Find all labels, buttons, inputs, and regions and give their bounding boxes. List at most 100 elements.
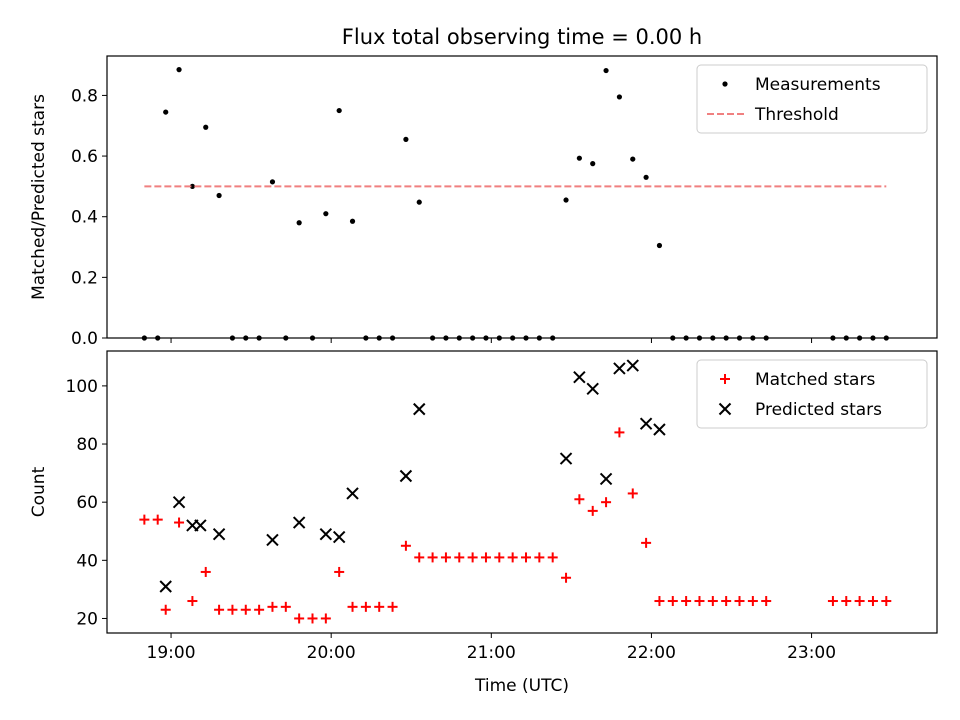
matched-star-point [561,572,572,583]
y-tick-label: 0.4 [71,208,98,228]
predicted-star-point [159,580,172,593]
axes-frame-0 [106,55,938,339]
matched-star-point [587,505,598,516]
predicted-star-point-b [319,527,333,541]
matched-star-point [454,552,465,563]
measurement-point [630,156,636,162]
matched-star-point [881,596,892,607]
legend-box [696,359,928,429]
predicted-star-point-b [586,382,599,396]
predicted-star-point-b [573,370,586,384]
matched-star-point [867,596,878,607]
matched-star-point [681,596,692,607]
matched-star-point [360,601,371,612]
predicted-star-point-b [399,469,413,483]
predicted-star-point [194,519,207,532]
legend-label: Predicted stars [755,400,882,420]
axes-frame-1 [106,350,938,634]
predicted-star-point [653,423,666,436]
predicted-star-point [212,527,226,541]
predicted-star-point [573,370,586,384]
predicted-star-point [413,402,426,416]
matched-star-point [841,596,852,607]
predicted-star-point-b [613,362,626,375]
matched-star-point [414,552,425,563]
y-tick-label: 0.2 [71,268,98,288]
matched-star-point [467,552,478,563]
measurement-point [296,220,302,226]
x-tick-label: 19:00 [147,643,196,663]
matched-star-point [320,613,331,624]
predicted-star-point-b [413,402,426,416]
matched-star-point [347,601,358,612]
predicted-star-point [292,516,306,529]
matched-star-point [827,596,838,607]
predicted-star-point-b [159,580,172,593]
matched-star-point [614,427,625,438]
matched-star-point [187,596,198,607]
matched-star-point [721,596,732,607]
legend-marker-predicted-b [718,402,732,416]
matched-star-point [601,497,612,508]
predicted-star-point-b [194,519,207,532]
measurement-point [269,179,276,185]
matched-star-point [152,514,163,525]
predicted-star-point-b [559,452,573,465]
legend-box [696,64,928,134]
predicted-star-point-b [639,417,653,430]
matched-star-point [534,552,545,563]
matched-star-point [334,566,345,577]
x-tick-label: 21:00 [467,643,516,663]
matched-star-point [667,596,678,607]
matched-star-point [574,494,585,505]
y-tick-label: 60 [76,493,98,513]
y-axis-label: Count [29,466,49,517]
legend-label: Matched stars [755,370,875,390]
x-tick-label: 22:00 [627,643,676,663]
measurement-point [643,174,649,180]
matched-star-point [139,514,150,525]
matched-star-point [747,596,758,607]
measurement-point [216,192,222,199]
predicted-star-point [559,452,573,465]
y-tick-label: 20 [76,609,98,629]
x-axis-label: Time (UTC) [474,676,569,696]
matched-star-point [174,517,185,528]
predicted-star-point-b [172,495,186,509]
y-tick-label: 40 [76,551,98,571]
matched-star-point [387,601,398,612]
y-tick-label: 0.8 [71,86,98,106]
measurement-point [590,161,596,167]
measurement-point [336,107,342,114]
predicted-star-point [599,472,613,486]
measurement-point [403,136,409,142]
matched-star-point [734,596,745,607]
matched-star-point [214,604,225,615]
matched-star-point [507,552,518,563]
x-tick-label: 20:00 [307,643,356,663]
measurement-point [656,242,663,249]
predicted-star-point-b [212,527,226,541]
legend-marker-matched [720,374,730,384]
matched-star-point [480,552,491,563]
matched-star-point [854,596,865,607]
predicted-star-point [613,362,626,375]
chart-title: Flux total observing time = 0.00 h [342,25,702,49]
measurement-point [576,155,582,161]
measurement-point [349,218,356,224]
matched-star-point [547,552,558,563]
matched-star-point [280,601,291,612]
y-tick-label: 0.0 [71,329,98,349]
matched-star-point [160,604,171,615]
measurement-point [416,199,422,205]
measurement-point [603,67,609,74]
y-tick-label: 80 [76,435,98,455]
x-tick-label: 23:00 [787,643,836,663]
predicted-star-point-b [599,472,613,486]
predicted-star-point [586,382,599,396]
predicted-star-point [172,495,186,509]
predicted-star-point-b [626,359,639,372]
matched-star-point [307,613,318,624]
y-tick-label: 100 [66,377,98,397]
